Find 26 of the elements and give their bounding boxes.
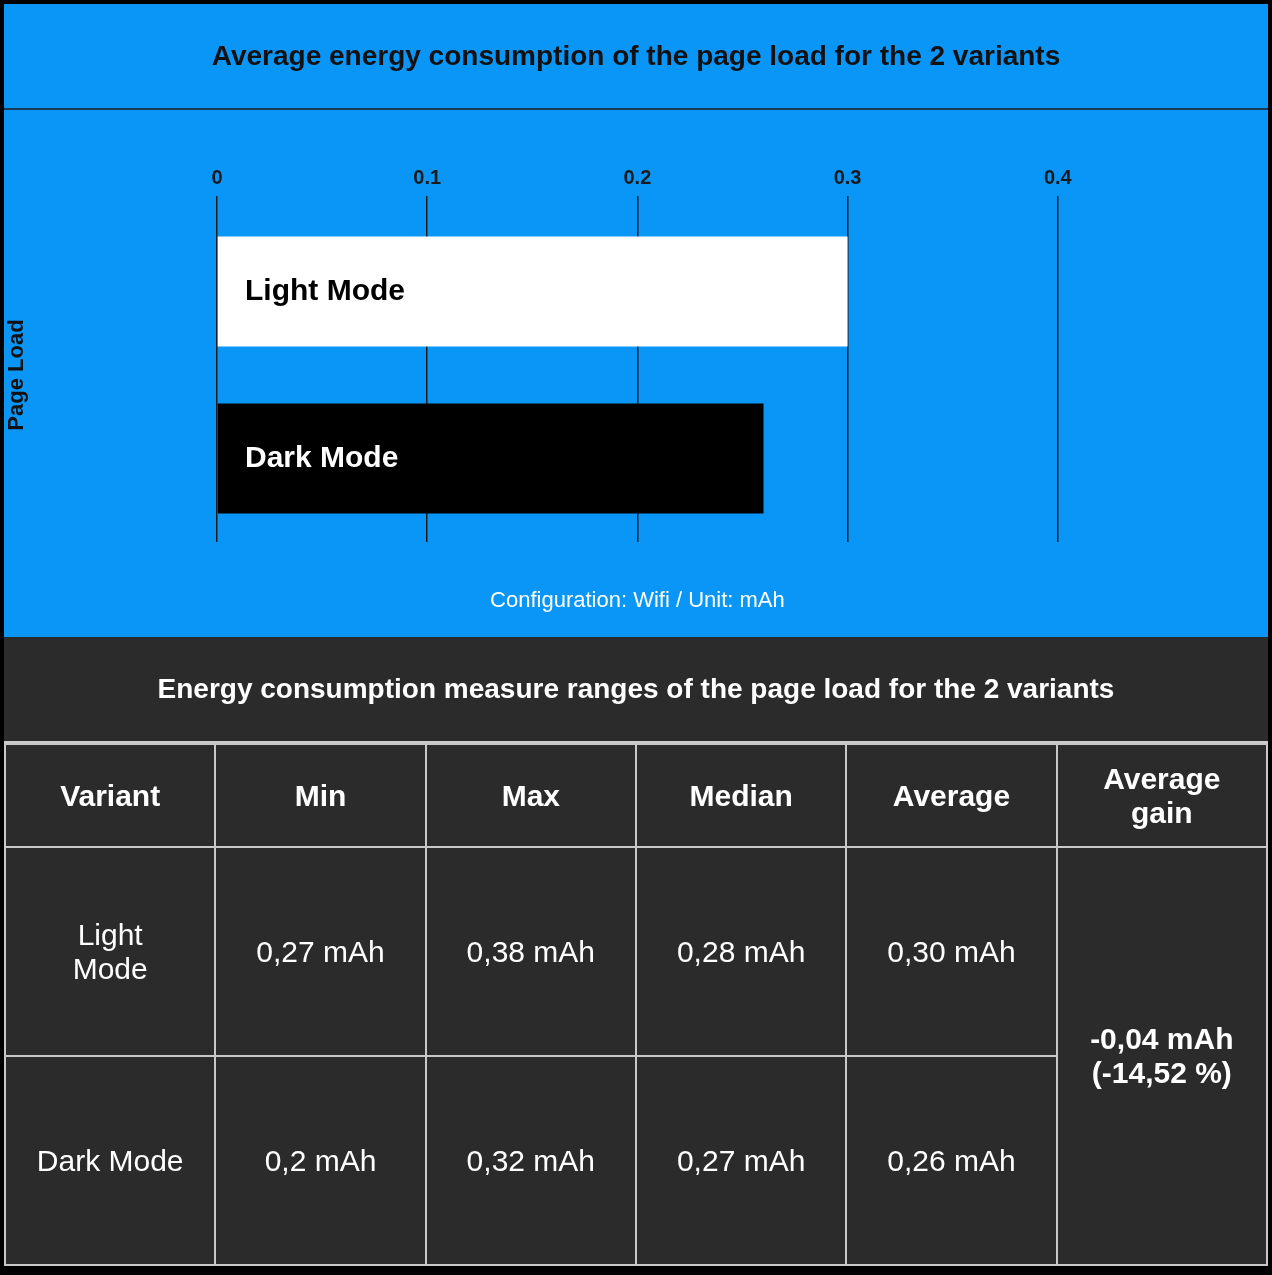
x-tick-label: 0.1: [413, 165, 442, 188]
category-label: Min: [215, 744, 426, 847]
category-label: Median: [635, 744, 847, 847]
text: Configuration: Wifi / Unit: mAh: [490, 587, 785, 613]
category-label: Average: [846, 744, 1057, 847]
x-tick-label: 0.4: [1043, 165, 1073, 188]
category-label: Max: [425, 744, 636, 847]
category-label: Average gain: [1056, 744, 1267, 847]
text: 0,28 mAh: [676, 934, 806, 968]
y-axis-title: Page Load: [3, 319, 29, 431]
x-tick-label: 0: [211, 165, 223, 188]
text: 0,27 mAh: [676, 1143, 806, 1177]
x-tick-label: 0.2: [623, 165, 652, 188]
chart-title: Average energy consumption of the page load for the 2 variants: [4, 4, 1268, 110]
text: 0,26 mAh: [887, 1143, 1016, 1177]
category-label: Light Mode: [72, 917, 148, 985]
category-label: Variant: [5, 744, 216, 847]
text: 0,30 mAh: [887, 934, 1016, 968]
text: 0,2 mAh: [264, 1143, 377, 1177]
text: -0,04 mAh (-14,52 %): [1056, 847, 1267, 1265]
text: Energy consumption measure ranges of the page load for the 2 variants: [4, 637, 1268, 743]
category-label: Dark Mode: [36, 1143, 184, 1177]
text: 0,27 mAh: [256, 934, 385, 968]
x-tick-label: 0.3: [833, 165, 862, 188]
text: 0,38 mAh: [466, 934, 596, 968]
text: 0,32 mAh: [466, 1143, 596, 1177]
